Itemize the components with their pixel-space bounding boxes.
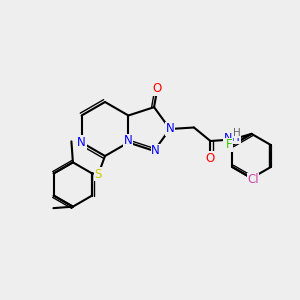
Text: N: N bbox=[124, 134, 133, 148]
Text: Cl: Cl bbox=[247, 173, 259, 186]
Text: S: S bbox=[95, 167, 102, 181]
Text: H: H bbox=[233, 128, 240, 138]
Text: N: N bbox=[166, 122, 174, 136]
Text: O: O bbox=[206, 152, 215, 165]
Text: N: N bbox=[151, 144, 160, 157]
Text: F: F bbox=[226, 138, 233, 152]
Text: O: O bbox=[153, 82, 162, 95]
Text: N: N bbox=[77, 136, 86, 149]
Text: NH: NH bbox=[224, 133, 240, 143]
